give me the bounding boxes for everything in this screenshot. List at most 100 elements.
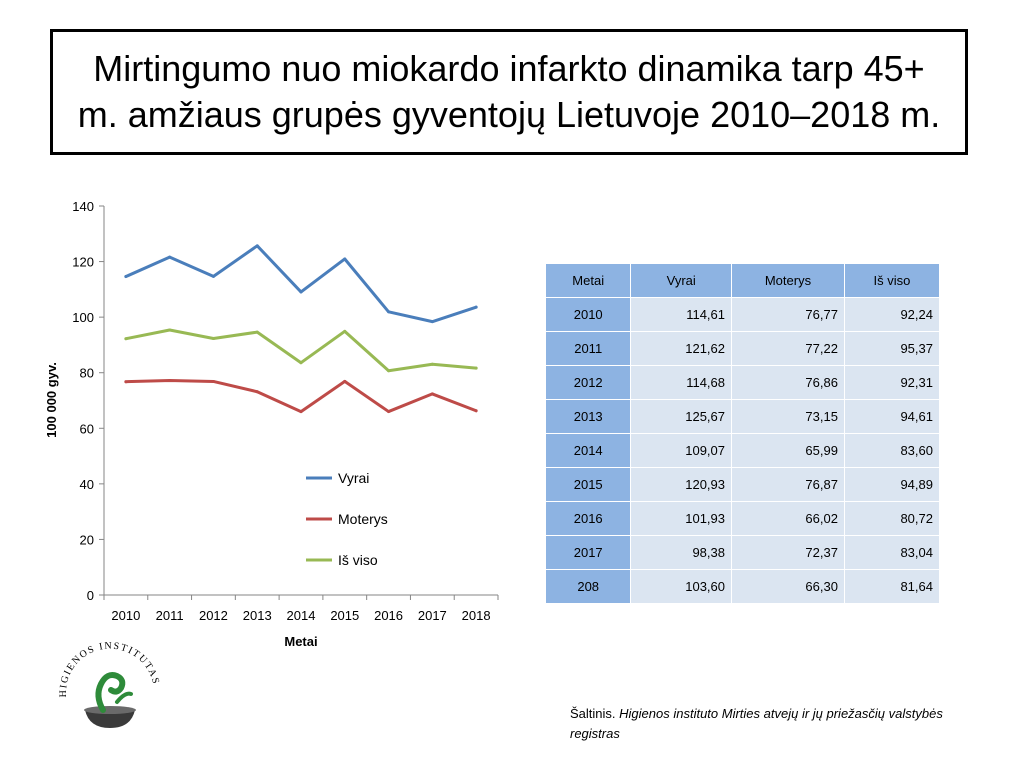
table-cell-vyrai: 121,62 bbox=[630, 331, 732, 366]
table-cell-moterys: 76,87 bbox=[731, 467, 845, 502]
data-point bbox=[387, 310, 391, 314]
table-cell-metai: 2011 bbox=[544, 331, 632, 366]
table-cell-is-viso: 81,64 bbox=[843, 569, 941, 604]
source-note: Šaltinis. Higienos instituto Mirties atv… bbox=[570, 704, 980, 744]
table-header-metai: Metai bbox=[544, 263, 632, 298]
data-point bbox=[124, 380, 128, 384]
logo-bowl bbox=[85, 710, 135, 728]
table-cell-vyrai: 109,07 bbox=[630, 433, 732, 468]
table-cell-vyrai: 114,61 bbox=[630, 297, 732, 332]
data-point bbox=[343, 379, 347, 383]
table-cell-is-viso: 95,37 bbox=[843, 331, 941, 366]
table-row: 2011 121,62 77,22 95,37 bbox=[544, 331, 941, 366]
table-row: 2010 114,61 76,77 92,24 bbox=[544, 297, 941, 332]
x-tick-label: 2014 bbox=[287, 608, 316, 623]
table-cell-moterys: 77,22 bbox=[731, 331, 845, 366]
table-cell-metai: 2017 bbox=[544, 535, 632, 570]
table-cell-is-viso: 83,04 bbox=[843, 535, 941, 570]
table-cell-metai: 2015 bbox=[544, 467, 632, 502]
x-tick-label: 2011 bbox=[156, 608, 184, 623]
y-tick-label: 140 bbox=[72, 199, 94, 214]
data-point bbox=[474, 305, 478, 309]
data-point bbox=[343, 257, 347, 261]
table-cell-is-viso: 80,72 bbox=[843, 501, 941, 536]
data-point bbox=[430, 320, 434, 324]
data-point bbox=[211, 337, 215, 341]
table-header-vyrai: Vyrai bbox=[630, 263, 732, 298]
table-cell-vyrai: 114,68 bbox=[630, 365, 732, 400]
data-point bbox=[168, 328, 172, 332]
table-cell-moterys: 66,02 bbox=[731, 501, 845, 536]
x-tick-label: 2013 bbox=[243, 608, 272, 623]
data-point bbox=[255, 390, 259, 394]
table-cell-is-viso: 94,89 bbox=[843, 467, 941, 502]
data-point bbox=[387, 369, 391, 373]
table-cell-vyrai: 101,93 bbox=[630, 501, 732, 536]
legend-label: Iš viso bbox=[338, 552, 378, 568]
data-point bbox=[211, 379, 215, 383]
table-cell-moterys: 76,86 bbox=[731, 365, 845, 400]
y-tick-label: 120 bbox=[72, 255, 94, 270]
table-header-row: Metai Vyrai Moterys Iš viso bbox=[544, 263, 941, 298]
series-line-1 bbox=[124, 244, 478, 324]
data-table: Metai Vyrai Moterys Iš viso 2010 114,61 76… bbox=[544, 263, 941, 604]
y-tick-label: 80 bbox=[80, 366, 94, 381]
table-row: 2017 98,38 72,37 83,04 bbox=[544, 535, 941, 570]
y-tick-label: 60 bbox=[80, 421, 94, 436]
data-point bbox=[299, 410, 303, 414]
data-point bbox=[255, 244, 259, 248]
legend-label: Vyrai bbox=[338, 470, 369, 486]
y-axis-title: 100 000 gyv. bbox=[44, 362, 59, 438]
table-cell-is-viso: 94,61 bbox=[843, 399, 941, 434]
table-cell-metai: 208 bbox=[544, 569, 632, 604]
institute-logo: HIGIENOS INSTITUTAS bbox=[58, 641, 160, 728]
slide-title: Mirtingumo nuo miokardo infarkto dinamik… bbox=[77, 48, 941, 135]
y-tick-label: 0 bbox=[87, 588, 94, 603]
table-cell-metai: 2016 bbox=[544, 501, 632, 536]
table-header-moterys: Moterys bbox=[731, 263, 845, 298]
data-point bbox=[299, 361, 303, 365]
table-cell-metai: 2012 bbox=[544, 365, 632, 400]
x-tick-label: 2017 bbox=[418, 608, 447, 623]
x-tick-label: 2012 bbox=[199, 608, 228, 623]
table-cell-moterys: 76,77 bbox=[731, 297, 845, 332]
table-row: 2012 114,68 76,86 92,31 bbox=[544, 365, 941, 400]
data-point bbox=[211, 274, 215, 278]
table-cell-vyrai: 125,67 bbox=[630, 399, 732, 434]
x-tick-label: 2018 bbox=[462, 608, 491, 623]
table-cell-moterys: 66,30 bbox=[731, 569, 845, 604]
data-point bbox=[124, 275, 128, 279]
x-tick-label: 2016 bbox=[374, 608, 403, 623]
data-point bbox=[474, 409, 478, 413]
legend-label: Moterys bbox=[338, 511, 388, 527]
table-cell-vyrai: 98,38 bbox=[630, 535, 732, 570]
table-cell-moterys: 73,15 bbox=[731, 399, 845, 434]
data-point bbox=[168, 255, 172, 259]
table-cell-is-viso: 83,60 bbox=[843, 433, 941, 468]
table-cell-is-viso: 92,24 bbox=[843, 297, 941, 332]
data-point bbox=[474, 366, 478, 370]
table-cell-vyrai: 103,60 bbox=[630, 569, 732, 604]
table-cell-vyrai: 120,93 bbox=[630, 467, 732, 502]
slide-title-box: Mirtingumo nuo miokardo infarkto dinamik… bbox=[50, 29, 968, 155]
table-cell-moterys: 72,37 bbox=[731, 535, 845, 570]
series-line-2 bbox=[124, 378, 478, 414]
data-point bbox=[430, 392, 434, 396]
data-point bbox=[168, 378, 172, 382]
data-point bbox=[299, 290, 303, 294]
source-prefix: Šaltinis. bbox=[570, 706, 620, 721]
logo-snake bbox=[95, 672, 126, 713]
logo-bowl-rim bbox=[84, 706, 136, 714]
data-point bbox=[343, 329, 347, 333]
table-cell-moterys: 65,99 bbox=[731, 433, 845, 468]
data-point bbox=[255, 330, 259, 334]
series-line-3 bbox=[124, 328, 478, 373]
data-point bbox=[124, 337, 128, 341]
table-row: 2015 120,93 76,87 94,89 bbox=[544, 467, 941, 502]
x-tick-label: 2015 bbox=[330, 608, 359, 623]
y-tick-label: 20 bbox=[80, 532, 94, 547]
logo-snake-tail bbox=[115, 691, 133, 704]
x-axis-title: Metai bbox=[284, 634, 317, 649]
table-row: 2014 109,07 65,99 83,60 bbox=[544, 433, 941, 468]
